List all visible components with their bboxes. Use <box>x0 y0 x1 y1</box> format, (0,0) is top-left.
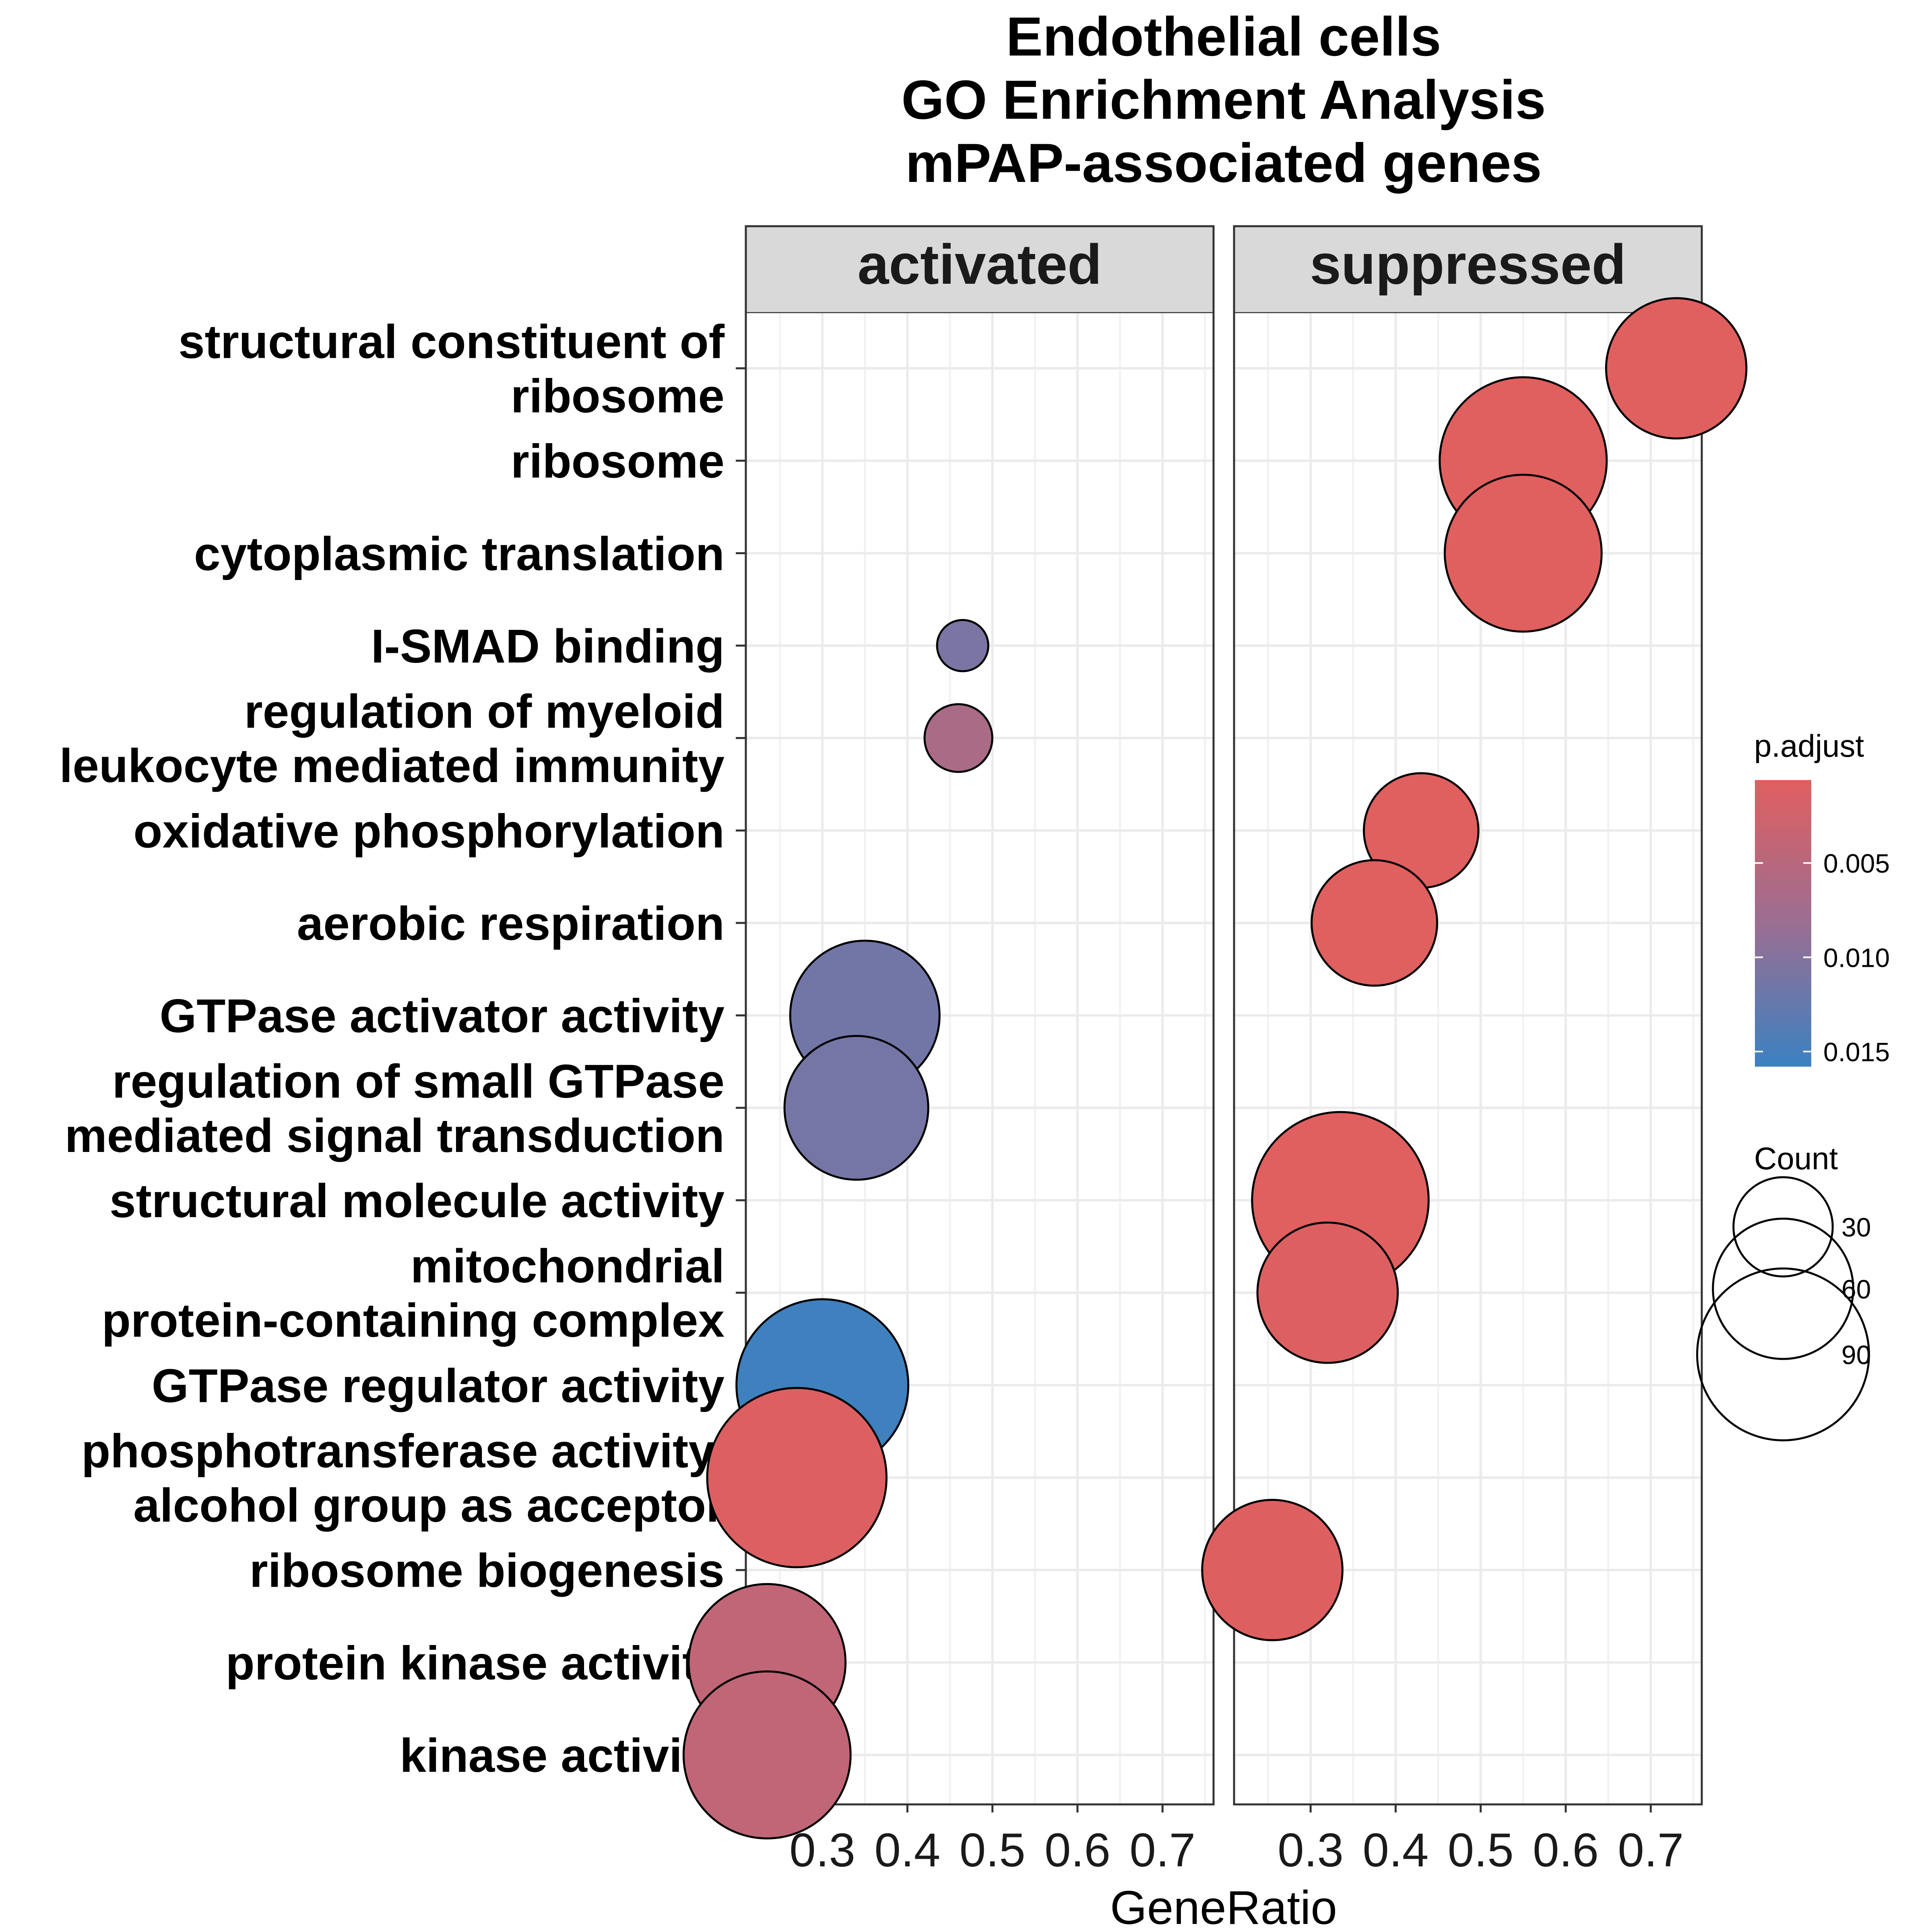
size-legend-label: 90 <box>1841 1340 1871 1370</box>
data-point <box>1256 1221 1399 1364</box>
y-tick-label: phosphotransferase activity, <box>81 1425 724 1478</box>
y-tick-label: kinase activity <box>400 1729 724 1782</box>
facet-strip-label: activated <box>858 233 1102 296</box>
chart-title-line: Endothelial cells <box>1006 6 1441 68</box>
color-legend: p.adjust 0.005 0.010 0.015 <box>1754 728 1890 1067</box>
size-legend-label: 30 <box>1841 1212 1871 1242</box>
y-tick-label: ribosome biogenesis <box>250 1544 724 1598</box>
x-axis-activated: 0.3 0.4 0.5 0.6 0.7 <box>789 1804 1195 1877</box>
y-tick-label: cytoplasmic translation <box>194 527 724 580</box>
data-point <box>923 703 993 773</box>
data-point <box>706 1387 888 1569</box>
x-tick-label: 0.7 <box>1618 1824 1684 1877</box>
y-tick-label: regulation of myeloid <box>244 685 724 738</box>
x-tick-label: 0.4 <box>874 1824 940 1877</box>
data-point <box>682 1670 852 1839</box>
y-tick-label: alcohol group as acceptor <box>133 1479 724 1532</box>
size-legend-circle <box>1732 1176 1834 1278</box>
y-tick-label: ribosome <box>511 435 724 488</box>
facet-strip-label: suppressed <box>1310 233 1626 296</box>
x-axis-title: GeneRatio <box>1110 1881 1337 1932</box>
y-axis: structural constituent ofribosomeribosom… <box>60 316 746 1782</box>
size-legend-label: 60 <box>1841 1274 1871 1304</box>
color-legend-bar <box>1755 780 1811 1067</box>
y-tick-label: protein-containing complex <box>102 1294 724 1347</box>
chart-title-line: GO Enrichment Analysis <box>901 69 1546 131</box>
x-tick-label: 0.7 <box>1129 1824 1195 1877</box>
x-tick-label: 0.5 <box>1448 1824 1514 1877</box>
x-tick-label: 0.5 <box>960 1824 1026 1877</box>
panel-border <box>1233 225 1703 1806</box>
color-legend-label: 0.010 <box>1823 943 1890 972</box>
data-point <box>1311 859 1438 987</box>
size-legend-title: Count <box>1754 1141 1838 1176</box>
y-tick-label: GTPase regulator activity <box>152 1359 724 1412</box>
y-tick-label: mediated signal transduction <box>65 1109 724 1162</box>
y-tick-label: protein kinase activity <box>226 1637 724 1690</box>
x-tick-label: 0.4 <box>1362 1824 1428 1877</box>
y-tick-label: structural constituent of <box>178 316 725 369</box>
data-point <box>1443 473 1603 633</box>
data-points <box>682 297 1748 1839</box>
data-point <box>1605 297 1748 440</box>
y-tick-label: ribosome <box>511 370 724 423</box>
color-legend-label: 0.015 <box>1823 1037 1890 1067</box>
y-tick-label: aerobic respiration <box>297 897 724 950</box>
y-tick-label: leukocyte mediated immunity <box>60 739 724 793</box>
data-point <box>783 1035 929 1181</box>
facet-strip <box>745 225 1215 314</box>
color-legend-label: 0.005 <box>1823 848 1890 878</box>
y-tick-label: oxidative phosphorylation <box>133 805 724 858</box>
y-tick-label: regulation of small GTPase <box>112 1055 724 1108</box>
y-tick-label: structural molecule activity <box>109 1174 724 1228</box>
x-tick-label: 0.6 <box>1533 1824 1599 1877</box>
data-point <box>1201 1499 1344 1641</box>
size-legend-circle <box>1696 1267 1870 1441</box>
y-tick-label: GTPase activator activity <box>159 990 724 1043</box>
x-tick-label: 0.3 <box>1278 1824 1344 1877</box>
y-tick-label: I-SMAD binding <box>371 620 724 673</box>
chart-title-line: mPAP-associated genes <box>905 132 1542 194</box>
color-legend-title: p.adjust <box>1754 728 1864 764</box>
size-legend-circle <box>1712 1218 1854 1360</box>
size-legend: Count 30 60 90 <box>1696 1141 1871 1441</box>
x-tick-label: 0.6 <box>1044 1824 1110 1877</box>
y-tick-label: mitochondrial <box>411 1240 724 1293</box>
major-gridlines-y <box>1234 367 1702 1757</box>
x-axis-suppressed: 0.3 0.4 0.5 0.6 0.7 <box>1278 1804 1684 1877</box>
facet-strip <box>1233 225 1703 314</box>
data-point <box>936 619 989 673</box>
